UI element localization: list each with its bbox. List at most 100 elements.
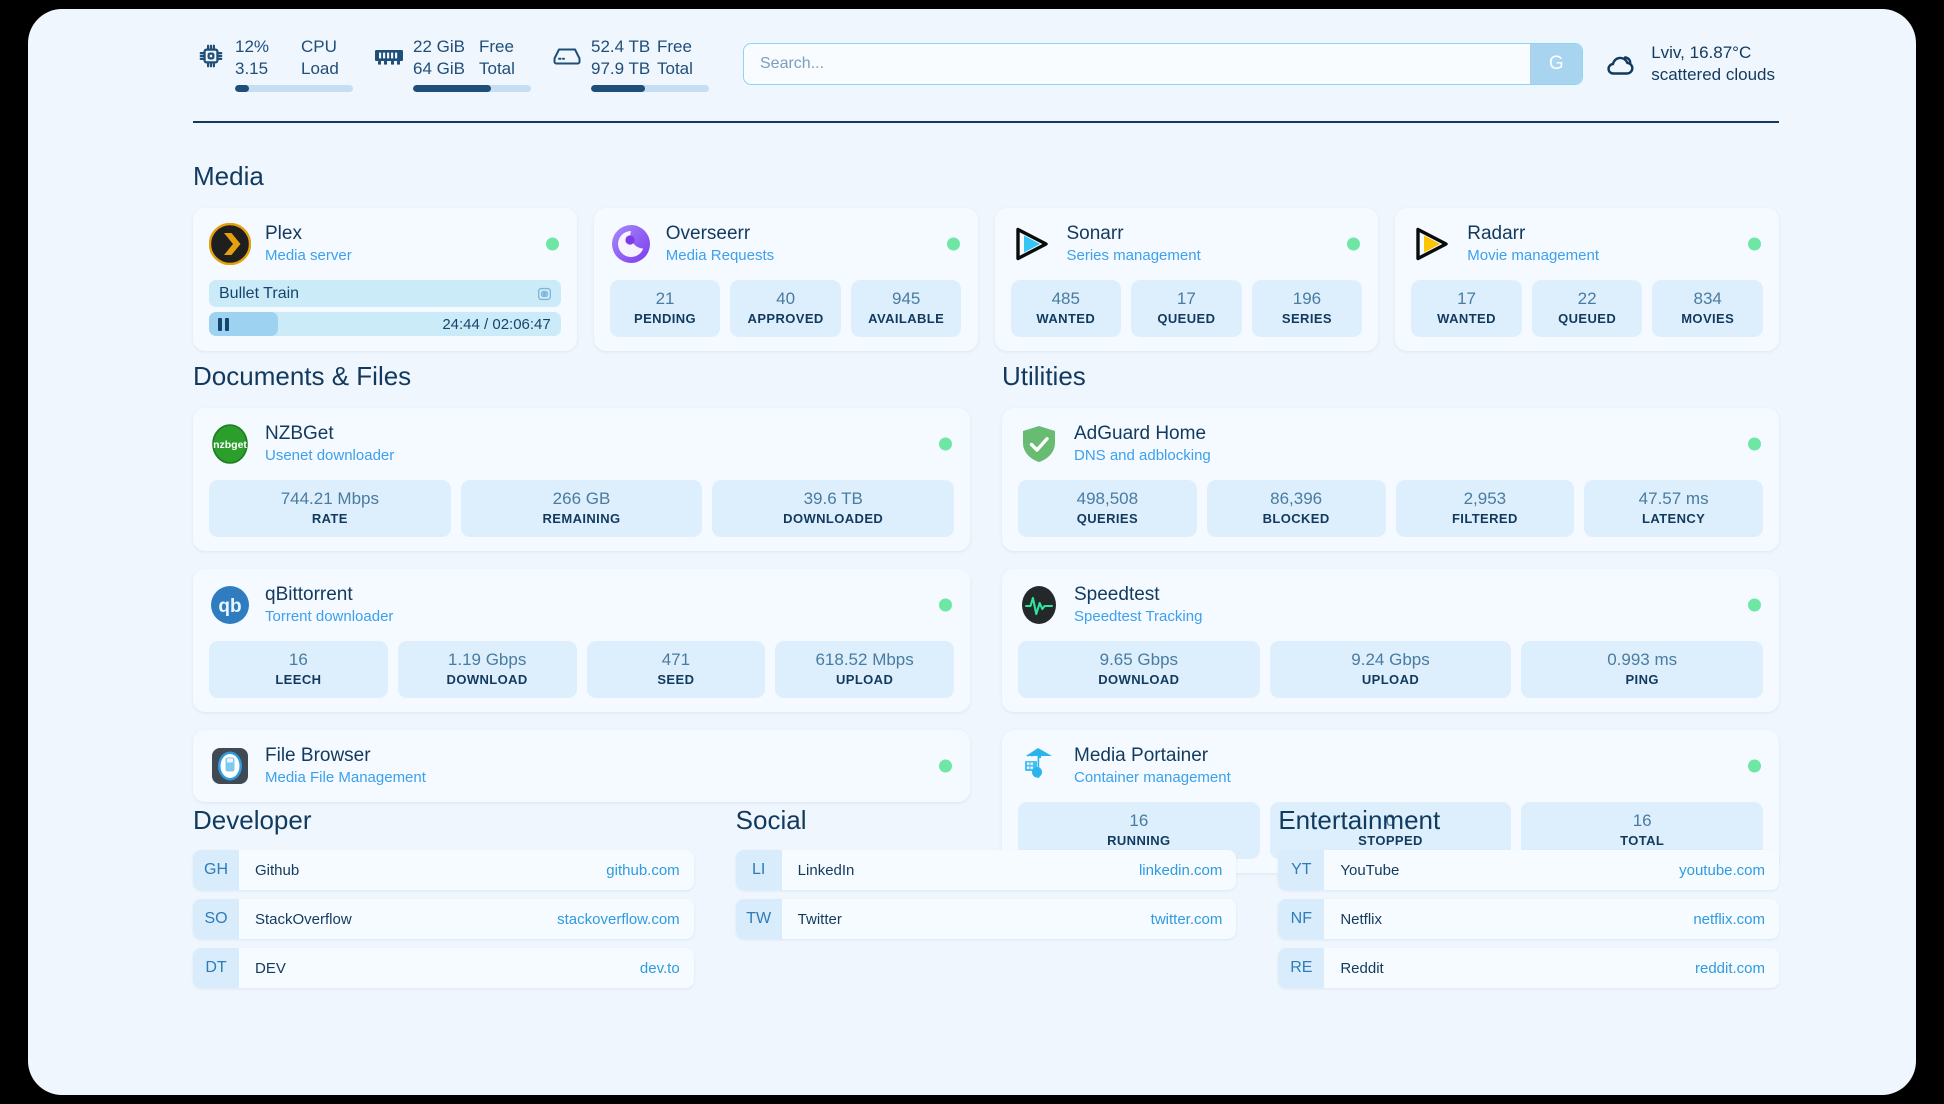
- stat-tile[interactable]: 22 QUEUED: [1531, 280, 1643, 337]
- card-header[interactable]: qb qBittorrent Torrent downloader: [209, 583, 954, 627]
- stat-value: 945: [892, 289, 921, 308]
- card-header[interactable]: Plex Media server: [209, 222, 561, 266]
- stat-tile[interactable]: 834 MOVIES: [1652, 280, 1763, 337]
- bookmark-name: Github: [255, 861, 300, 879]
- stat-tile[interactable]: 744.21 Mbps RATE: [209, 480, 451, 537]
- stat-tile[interactable]: 0.993 ms PING: [1521, 641, 1764, 698]
- card-header[interactable]: Radarr Movie management: [1411, 222, 1763, 266]
- service-card-adguard-home[interactable]: AdGuard Home DNS and adblocking 498,508 QUE…: [1002, 408, 1779, 551]
- stat-tile[interactable]: 39.6 TB DOWNLOADED: [712, 480, 955, 537]
- service-card-speedtest[interactable]: Speedtest Speedtest Tracking 9.65 Gbps DOWN…: [1002, 569, 1779, 712]
- service-card-media-portainer[interactable]: Media Portainer Container management 16 RUN…: [1002, 730, 1779, 873]
- sonarr-logo-icon: [1011, 223, 1053, 265]
- stat-label: LEECH: [275, 672, 322, 687]
- portainer-crane-logo-icon: [1018, 745, 1060, 787]
- resource-usage-bar: [413, 85, 531, 92]
- resource-value-secondary: 97.9 TB: [591, 59, 651, 78]
- stat-tile[interactable]: 471 SEED: [586, 641, 766, 698]
- status-badge-online: [1748, 437, 1761, 451]
- card-header[interactable]: File Browser Media File Management: [209, 744, 954, 788]
- app-name: Radarr: [1467, 223, 1526, 244]
- bookmark-item[interactable]: SO StackOverflow stackoverflow.com: [193, 899, 694, 939]
- stat-tile[interactable]: 1.19 Gbps DOWNLOAD: [397, 641, 577, 698]
- stat-tile[interactable]: 618.52 Mbps UPLOAD: [775, 641, 954, 698]
- service-card-qbittorrent[interactable]: qb qBittorrent Torrent downloader 16 LEECH 1.…: [193, 569, 970, 712]
- stat-value: 471: [661, 650, 691, 669]
- stat-tile[interactable]: 16 LEECH: [209, 641, 388, 698]
- plex-logo-icon: [209, 223, 251, 265]
- stat-tile[interactable]: 2,953 FILTERED: [1395, 480, 1575, 537]
- bookmark-item[interactable]: RE Reddit reddit.com: [1278, 948, 1780, 988]
- file-browser-logo-icon: [209, 745, 251, 787]
- search-submit-button[interactable]: G: [1530, 44, 1583, 84]
- pause-icon[interactable]: [218, 317, 229, 331]
- stat-value: 485: [1051, 289, 1080, 308]
- resource-widget-hard-drive: 52.4 TB 97.9 TB Free Total: [549, 36, 711, 92]
- bookmark-item[interactable]: TW Twitter twitter.com: [735, 899, 1237, 939]
- service-card-radarr[interactable]: Radarr Movie management 17 WANTED 22 QUEUED 83…: [1395, 208, 1779, 351]
- service-card-file-browser[interactable]: File Browser Media File Management: [193, 730, 970, 802]
- stat-tile[interactable]: 196 SERIES: [1251, 280, 1363, 337]
- service-card-nzbget[interactable]: nzbget NZBGet Usenet downloader 744.21 Mbps…: [193, 408, 970, 551]
- bookmark-abbr: TW: [735, 899, 782, 939]
- stat-tile[interactable]: 47.57 ms LATENCY: [1584, 480, 1763, 537]
- card-header[interactable]: Media Portainer Container management: [1018, 744, 1763, 788]
- stat-value: 1.19 Gbps: [447, 650, 527, 669]
- stat-tile[interactable]: 9.65 Gbps DOWNLOAD: [1018, 641, 1260, 698]
- stat-tile[interactable]: 16 RUNNING: [1018, 802, 1260, 859]
- resource-value-secondary: 3.15: [235, 59, 269, 78]
- app-name: qBittorrent: [265, 584, 353, 605]
- stat-tile[interactable]: 17 WANTED: [1411, 280, 1522, 337]
- bookmark-item[interactable]: NF Netflix netflix.com: [1278, 899, 1780, 939]
- documents-section-title: Documents & Files: [193, 361, 412, 391]
- search-input[interactable]: [744, 44, 1531, 84]
- search-bar[interactable]: G: [743, 43, 1584, 85]
- now-playing-title-bar[interactable]: Bullet Train: [209, 280, 561, 307]
- bookmark-abbr: GH: [193, 850, 239, 890]
- bookmark-item[interactable]: LI LinkedIn linkedin.com: [735, 850, 1237, 890]
- media-section: Media Plex Media server Bullet Train 24:44 …: [193, 161, 1779, 351]
- stat-tile[interactable]: 17 QUEUED: [1131, 280, 1242, 337]
- stat-tile[interactable]: 9.24 Gbps UPLOAD: [1269, 641, 1512, 698]
- stat-tile[interactable]: 485 WANTED: [1010, 280, 1122, 337]
- stats-row: 16 RUNNING 0 STOPPED 16 TOTAL: [1018, 802, 1764, 859]
- stat-value: 834: [1693, 289, 1722, 308]
- bookmark-item[interactable]: GH Github github.com: [193, 850, 694, 890]
- stat-value: 21: [655, 289, 675, 308]
- stat-tile[interactable]: 266 GB REMAINING: [460, 480, 703, 537]
- stat-value: 17: [1457, 289, 1476, 308]
- bookmark-group-entertainment: Entertainment YT YouTube youtube.com NF Netfl…: [1278, 805, 1780, 997]
- resource-value-primary: 52.4 TB: [591, 37, 651, 56]
- stat-tile[interactable]: 0 STOPPED: [1269, 802, 1512, 859]
- card-header[interactable]: Sonarr Series management: [1011, 222, 1363, 266]
- bookmark-item[interactable]: YT YouTube youtube.com: [1278, 850, 1780, 890]
- now-playing-progress[interactable]: 24:44 / 02:06:47: [209, 312, 561, 336]
- stat-value: 266 GB: [552, 489, 611, 508]
- cast-icon[interactable]: [537, 286, 552, 301]
- stat-tile[interactable]: 498,508 QUERIES: [1018, 480, 1197, 537]
- header-divider: [193, 121, 1779, 123]
- resource-label-primary: Free: [657, 37, 692, 56]
- top-bar: 12% 3.15 CPU Load 22 GiB 64 GiB Free Total 52.4 …: [193, 33, 1779, 95]
- svg-text:qb: qb: [218, 596, 241, 617]
- hard-drive-icon: [549, 36, 585, 76]
- stat-tile[interactable]: 86,396 BLOCKED: [1206, 480, 1386, 537]
- card-header[interactable]: Speedtest Speedtest Tracking: [1018, 583, 1763, 627]
- service-card-sonarr[interactable]: Sonarr Series management 485 WANTED 17 QUEUED…: [994, 208, 1379, 351]
- bookmark-url: twitter.com: [1150, 910, 1223, 928]
- card-header[interactable]: Overseerr Media Requests: [610, 222, 962, 266]
- stat-tile[interactable]: 945 AVAILABLE: [850, 280, 962, 337]
- stat-tile[interactable]: 21 PENDING: [609, 280, 721, 337]
- bookmark-abbr: YT: [1278, 850, 1325, 890]
- service-card-plex[interactable]: Plex Media server Bullet Train 24:44 / 02:0…: [193, 208, 577, 351]
- card-header[interactable]: nzbget NZBGet Usenet downloader: [209, 422, 954, 466]
- service-card-overseerr[interactable]: Overseerr Media Requests 21 PENDING 40 APPROV…: [593, 208, 978, 351]
- stat-tile[interactable]: 16 TOTAL: [1521, 802, 1764, 859]
- stat-label: SEED: [657, 672, 695, 687]
- stat-tile[interactable]: 40 APPROVED: [730, 280, 841, 337]
- card-header[interactable]: AdGuard Home DNS and adblocking: [1018, 422, 1763, 466]
- stat-value: 40: [776, 289, 796, 308]
- bookmark-name: Reddit: [1340, 959, 1384, 977]
- svg-text:nzbget: nzbget: [213, 439, 247, 451]
- bookmark-item[interactable]: DT DEV dev.to: [193, 948, 694, 988]
